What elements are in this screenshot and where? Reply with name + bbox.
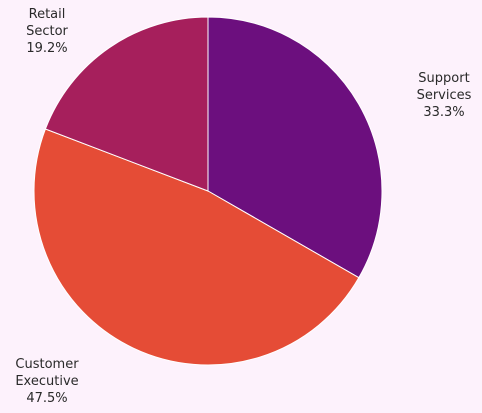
pie-label-text-line: Services [417, 88, 472, 103]
pie-label-retail-sector: Retail Sector 19.2% [26, 7, 68, 56]
pie-label-value: 19.2% [26, 41, 67, 56]
pie-label-text-line: Executive [15, 374, 78, 389]
pie-label-customer-executive: Customer Executive 47.5% [15, 357, 79, 406]
pie-label-text-line: Retail [29, 7, 66, 22]
pie-label-text-line: Support [418, 71, 469, 86]
pie-slice-customer-executive [33, 128, 360, 366]
pie-slices [33, 16, 383, 366]
pie-label-value: 47.5% [26, 391, 67, 406]
pie-label-text-line: Sector [26, 24, 68, 39]
pie-label-value: 33.3% [423, 105, 464, 120]
pie-label-support-services: Support Services 33.3% [417, 71, 472, 120]
pie-slice-support-services [207, 16, 383, 279]
pie-label-text-line: Customer [15, 357, 79, 372]
pie-slice-retail-sector [44, 16, 209, 192]
pie-labels: Support Services 33.3% Customer Executive 47.… [15, 7, 471, 406]
